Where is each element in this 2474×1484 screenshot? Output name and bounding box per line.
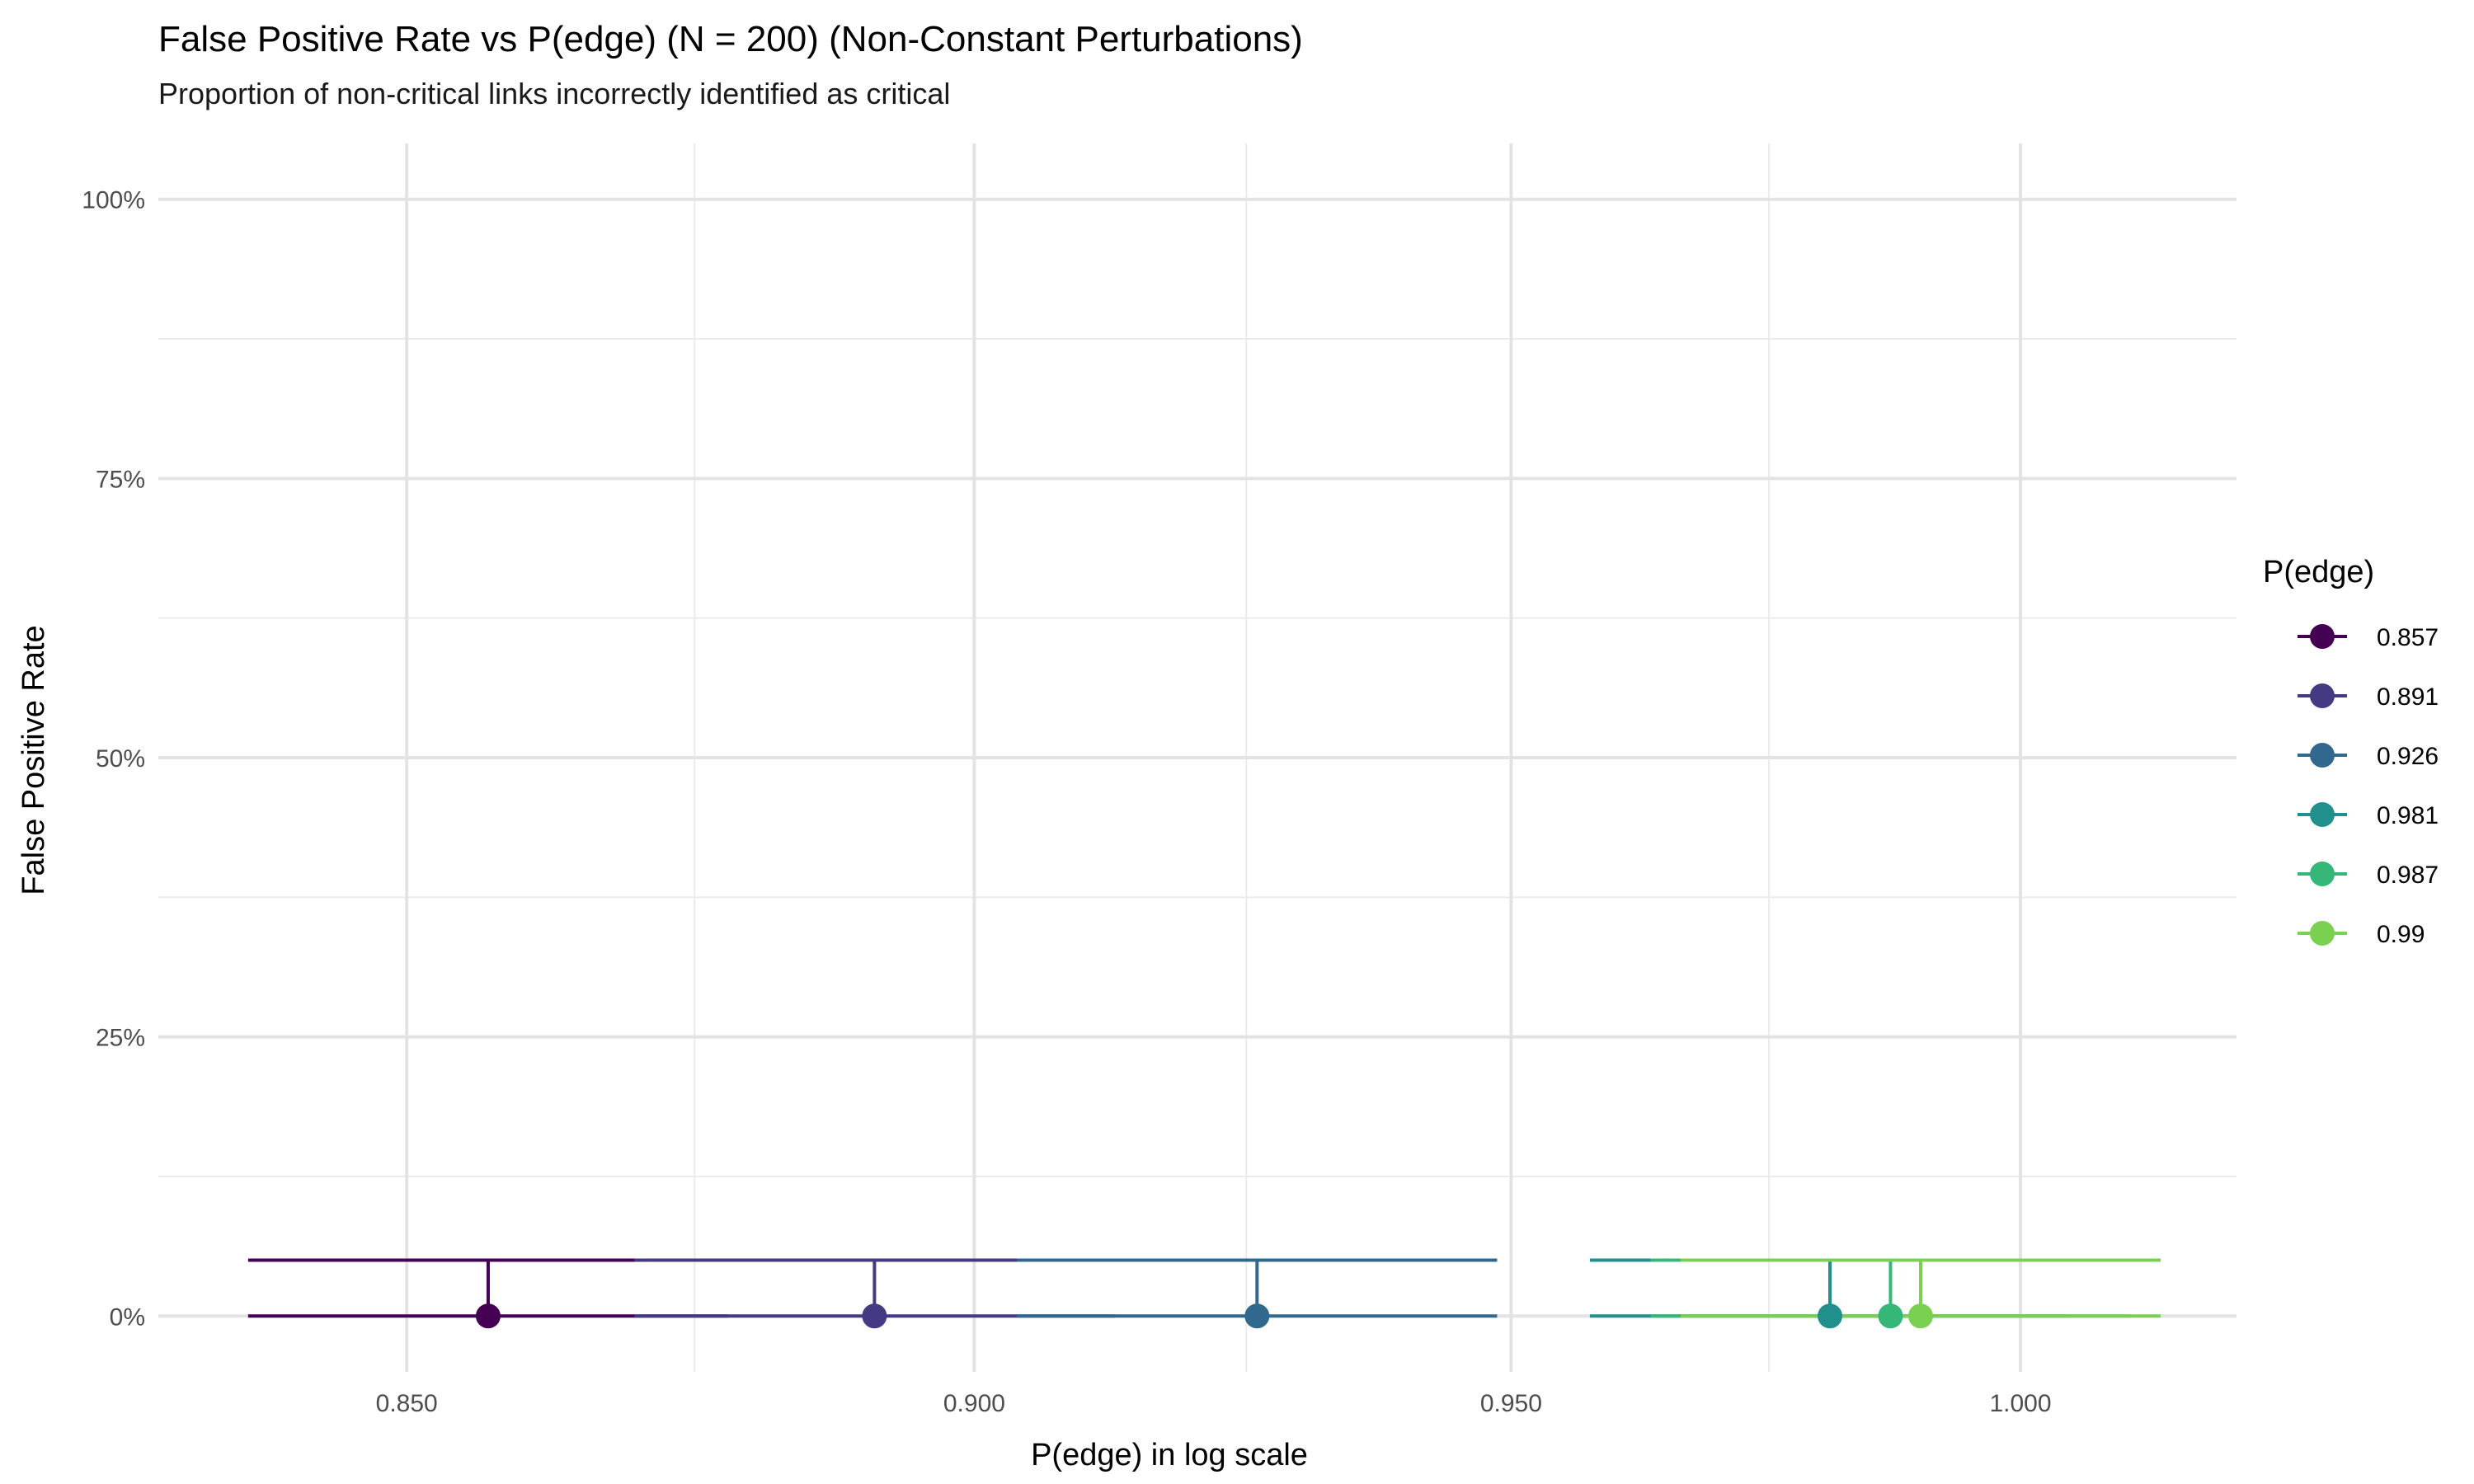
legend-key-point-0.857 — [2310, 624, 2335, 649]
legend-label-0.981: 0.981 — [2377, 802, 2439, 829]
y-tick-label: 0% — [110, 1303, 145, 1331]
error-bars — [247, 1258, 2161, 1318]
legend-label-0.99: 0.99 — [2377, 921, 2425, 948]
legend-key-point-0.926 — [2310, 743, 2335, 768]
point-0.857 — [475, 1303, 501, 1329]
legend-key-point-0.99 — [2310, 921, 2335, 946]
legend-key-point-0.987 — [2310, 862, 2335, 886]
point-0.891 — [862, 1303, 887, 1329]
legend-key-point-0.891 — [2310, 683, 2335, 708]
chart-subtitle: Proportion of non-critical links incorre… — [158, 77, 950, 110]
y-axis-title: False Positive Rate — [16, 625, 51, 895]
y-tick-label: 25% — [96, 1025, 145, 1052]
point-0.987 — [1878, 1303, 1903, 1329]
data-points — [475, 1303, 1933, 1329]
x-axis-ticks: 0.850 0.900 0.950 1.000 — [376, 1390, 2052, 1417]
x-tick-label: 0.950 — [1480, 1390, 1542, 1417]
y-tick-label: 50% — [96, 745, 145, 773]
legend-label-0.857: 0.857 — [2377, 624, 2439, 651]
legend-title: P(edge) — [2263, 555, 2374, 589]
grid-major — [158, 143, 2236, 1372]
x-tick-label: 1.000 — [1989, 1390, 2051, 1417]
chart-title: False Positive Rate vs P(edge) (N = 200)… — [158, 19, 1303, 59]
point-0.99 — [1907, 1303, 1933, 1329]
point-0.926 — [1244, 1303, 1270, 1329]
legend-label-0.926: 0.926 — [2377, 743, 2439, 770]
legend: P(edge) 0.857 0.891 0.926 0.981 0.987 0.99 — [2263, 555, 2439, 948]
x-tick-label: 0.900 — [943, 1390, 1005, 1417]
legend-key-point-0.981 — [2310, 802, 2335, 827]
y-tick-label: 100% — [82, 187, 145, 214]
x-axis-title: P(edge) in log scale — [1031, 1438, 1308, 1472]
point-0.981 — [1818, 1303, 1843, 1329]
x-tick-label: 0.850 — [376, 1390, 438, 1417]
legend-label-0.987: 0.987 — [2377, 862, 2439, 889]
y-axis-ticks: 0% 25% 50% 75% 100% — [82, 187, 145, 1331]
y-tick-label: 75% — [96, 466, 145, 493]
legend-label-0.891: 0.891 — [2377, 683, 2439, 711]
